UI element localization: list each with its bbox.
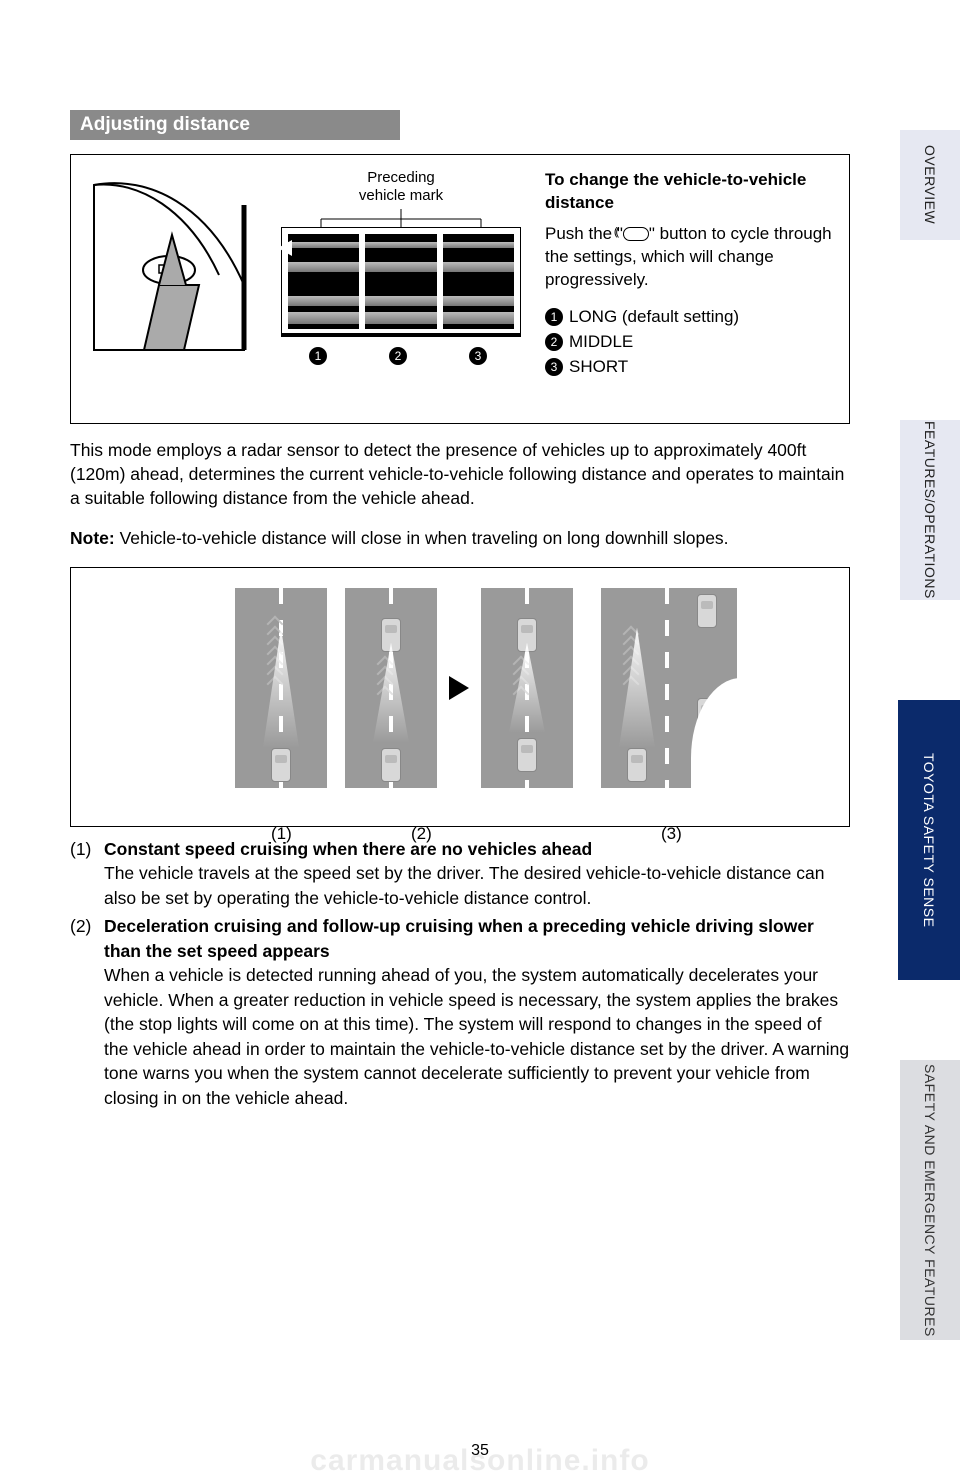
numbered-list: (1) Constant speed cruising when there a… — [70, 837, 850, 1111]
circle-3-icon: 3 — [469, 347, 487, 365]
list-item-2-body: When a vehicle is detected running ahead… — [104, 963, 850, 1110]
section-title: Adjusting distance — [70, 110, 400, 140]
tab-overview: OVERVIEW — [900, 130, 960, 240]
display-illustration: Preceding vehicle mark — [271, 169, 531, 365]
circle-2-icon: 2 — [389, 347, 407, 365]
preceding-label-line2: vehicle mark — [271, 187, 531, 205]
lane-1 — [231, 588, 331, 788]
panel-middle — [365, 234, 436, 329]
paragraph-radar: This mode employs a radar sensor to dete… — [70, 438, 850, 510]
panel-short — [443, 234, 514, 329]
distance-button-icon — [623, 227, 649, 241]
paragraph-note: Note: Vehicle-to-vehicle distance will c… — [70, 526, 850, 550]
tab-features: FEATURES/OPERATIONS — [900, 420, 960, 600]
list-item-1-head: Constant speed cruising when there are n… — [104, 837, 850, 862]
sensor-illustration — [89, 175, 259, 360]
arrow-white-icon — [278, 240, 292, 256]
content: Adjusting distance Preceding vehicle mar… — [70, 110, 850, 1114]
cruising-diagram-box: (1) (2) (3) — [70, 567, 850, 827]
under-numbers: 1 2 3 — [281, 347, 521, 365]
list-item-1: (1) Constant speed cruising when there a… — [70, 837, 850, 911]
preceding-label-line1: Preceding — [271, 169, 531, 187]
note-body: Vehicle-to-vehicle distance will close i… — [120, 528, 729, 548]
caption-1: (1) — [271, 824, 292, 844]
tab-emergency-label: SAFETY AND EMERGENCY FEATURES — [922, 1064, 938, 1337]
list-item-2-head: Deceleration cruising and follow-up crui… — [104, 914, 850, 963]
tab-emergency: SAFETY AND EMERGENCY FEATURES — [900, 1060, 960, 1340]
side-tabs: OVERVIEW FEATURES/OPERATIONS TOYOTA SAFE… — [876, 0, 960, 1484]
setting-short: SHORT — [569, 357, 628, 376]
display-shell — [281, 227, 521, 337]
page: OVERVIEW FEATURES/OPERATIONS TOYOTA SAFE… — [0, 0, 960, 1484]
lanes — [231, 580, 749, 796]
circle-1-icon: 1 — [309, 347, 327, 365]
circle-1b-icon: 1 — [545, 308, 563, 326]
box1-text: To change the vehicle-to-vehicle distanc… — [545, 169, 835, 381]
lane-3 — [597, 588, 737, 788]
panel-long — [288, 234, 359, 329]
watermark: carmanualsonline.info — [0, 1444, 960, 1478]
distance-settings-box: Preceding vehicle mark — [70, 154, 850, 424]
setting-middle: MIDDLE — [569, 332, 633, 351]
tab-safety-label: TOYOTA SAFETY SENSE — [921, 753, 937, 927]
box1-body: Push the "" button to cycle through the … — [545, 223, 835, 292]
box1-heading: To change the vehicle-to-vehicle distanc… — [545, 169, 835, 215]
circle-3b-icon: 3 — [545, 358, 563, 376]
tab-safety-sense: TOYOTA SAFETY SENSE — [898, 700, 960, 980]
tab-overview-label: OVERVIEW — [922, 145, 938, 224]
lane-2b — [477, 588, 577, 788]
caption-3: (3) — [661, 824, 682, 844]
setting-long: LONG (default setting) — [569, 307, 739, 326]
panel-row — [288, 234, 514, 329]
arrow-right-icon — [449, 676, 469, 700]
callout-lines-icon — [281, 209, 521, 229]
tab-features-label: FEATURES/OPERATIONS — [922, 421, 938, 599]
preceding-label: Preceding vehicle mark — [271, 169, 531, 205]
list-item-1-num: (1) — [70, 837, 104, 911]
caption-2: (2) — [411, 824, 432, 844]
note-label: Note: — [70, 528, 115, 548]
settings-list: 1 LONG (default setting) 2 MIDDLE 3 SHORT — [545, 306, 835, 379]
list-item-2: (2) Deceleration cruising and follow-up … — [70, 914, 850, 1110]
list-item-1-body: The vehicle travels at the speed set by … — [104, 861, 850, 910]
car-front-icon — [89, 175, 249, 355]
lane-2 — [341, 588, 441, 788]
list-item-2-num: (2) — [70, 914, 104, 1110]
circle-2b-icon: 2 — [545, 333, 563, 351]
